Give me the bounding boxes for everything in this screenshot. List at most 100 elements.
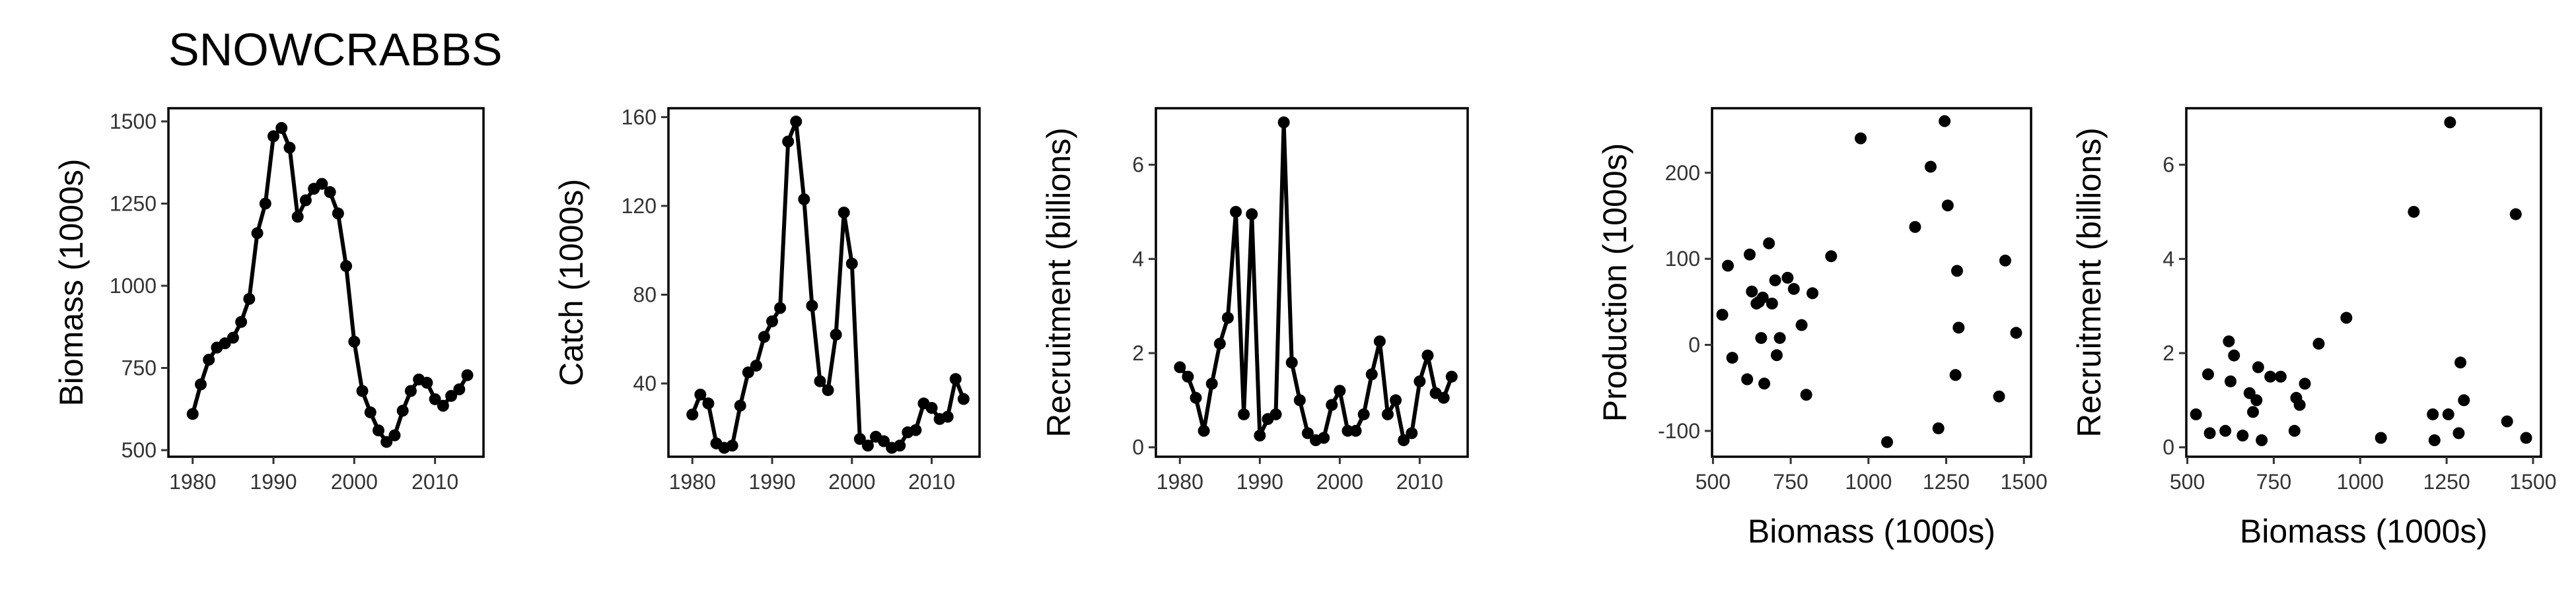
- data-point: [2427, 408, 2439, 420]
- data-point: [845, 257, 858, 270]
- data-point: [742, 366, 754, 379]
- data-point: [1198, 424, 1210, 437]
- data-point: [1807, 287, 1819, 300]
- data-point: [758, 331, 770, 343]
- data-point: [194, 378, 207, 391]
- chart-panel-4: 500 750 1000 1250 1500 -100 0 100 200 Production …: [1596, 107, 2048, 550]
- y-tick-label: 120: [622, 194, 657, 218]
- data-point: [1743, 248, 1756, 261]
- plot-frame: [1711, 107, 2032, 458]
- data-point: [373, 424, 384, 437]
- series-line: [190, 125, 470, 444]
- x-tick-label: 1990: [250, 470, 297, 494]
- data-point: [203, 354, 215, 366]
- data-point: [1398, 434, 1410, 447]
- data-point: [726, 440, 738, 452]
- data-point: [1924, 160, 1937, 173]
- data-point: [275, 121, 288, 134]
- y-tick-label: -100: [1658, 419, 1700, 443]
- data-point: [1766, 297, 1778, 310]
- data-point: [2201, 368, 2214, 381]
- data-point: [1722, 259, 1735, 272]
- y-tick-label: 160: [622, 105, 657, 129]
- x-axis-label: Biomass (1000s): [1748, 513, 1995, 550]
- data-point: [2293, 399, 2306, 411]
- data-point: [364, 406, 376, 418]
- data-point: [1755, 332, 1768, 345]
- y-axis-label: Biomass (1000s): [53, 158, 90, 406]
- y-tick-label: 6: [2163, 153, 2174, 177]
- data-point: [251, 227, 264, 240]
- data-point: [2219, 424, 2232, 437]
- data-point: [1190, 391, 1202, 404]
- y-axis-label: Recruitment (billions): [1040, 127, 1077, 438]
- x-tick-label: 750: [1773, 470, 1808, 494]
- data-point: [388, 429, 401, 442]
- data-point: [686, 409, 699, 421]
- data-point: [766, 315, 778, 327]
- data-point: [1381, 408, 1394, 420]
- y-tick-label: 200: [1665, 161, 1700, 185]
- data-point: [2236, 429, 2249, 442]
- data-point: [404, 385, 417, 397]
- x-tick-label: 2010: [908, 470, 955, 494]
- data-point: [356, 385, 369, 397]
- data-point: [702, 397, 715, 410]
- data-point: [461, 369, 474, 381]
- data-point: [1437, 391, 1450, 404]
- data-point: [2224, 375, 2236, 387]
- data-point: [1221, 312, 1234, 324]
- data-point: [957, 393, 970, 405]
- data-point: [798, 193, 810, 205]
- x-tick-label: 750: [2256, 470, 2291, 494]
- data-point: [291, 211, 304, 223]
- data-point: [453, 383, 466, 395]
- x-tick-label: 1000: [1845, 470, 1892, 494]
- data-point: [1365, 368, 1378, 381]
- data-point: [1741, 373, 1754, 385]
- data-point: [1716, 308, 1729, 321]
- data-point: [861, 440, 874, 452]
- data-point: [340, 260, 353, 273]
- data-point: [1301, 427, 1314, 440]
- data-point: [1787, 282, 1800, 295]
- y-tick-label: 1250: [110, 191, 157, 215]
- data-point: [1999, 254, 2011, 267]
- data-point: [1182, 370, 1194, 383]
- data-point: [1932, 422, 1945, 434]
- data-point: [259, 197, 271, 210]
- data-point: [437, 399, 449, 412]
- data-point: [2375, 432, 2387, 444]
- data-point: [2288, 424, 2301, 437]
- y-tick-label: 500: [122, 438, 157, 462]
- data-point: [2223, 335, 2235, 348]
- y-axis-label: Recruitment (billions): [2071, 127, 2108, 438]
- data-point: [1855, 132, 1867, 145]
- data-point: [332, 207, 344, 220]
- data-point: [2264, 370, 2277, 383]
- data-point: [949, 373, 962, 385]
- y-tick-label: 0: [1132, 436, 1144, 459]
- data-point: [750, 360, 762, 372]
- data-point: [1949, 369, 1962, 381]
- data-point: [445, 389, 458, 402]
- data-point: [941, 411, 954, 423]
- data-point: [2256, 434, 2268, 447]
- data-point: [1756, 291, 1769, 304]
- data-point: [1825, 250, 1838, 263]
- data-point: [1277, 116, 1290, 129]
- chart-title: SNOWCRABBS: [168, 24, 503, 75]
- plot-frame: [667, 107, 981, 458]
- data-point: [2509, 208, 2522, 220]
- x-tick-label: 2010: [411, 470, 458, 494]
- data-point: [1413, 375, 1426, 387]
- data-point: [429, 393, 441, 405]
- x-tick-label: 500: [2170, 470, 2205, 494]
- data-point: [734, 399, 746, 412]
- data-point: [380, 436, 393, 448]
- data-point: [806, 300, 818, 312]
- data-point: [2340, 312, 2353, 324]
- x-tick-label: 1980: [1157, 470, 1203, 494]
- y-tick-label: 0: [2163, 436, 2174, 459]
